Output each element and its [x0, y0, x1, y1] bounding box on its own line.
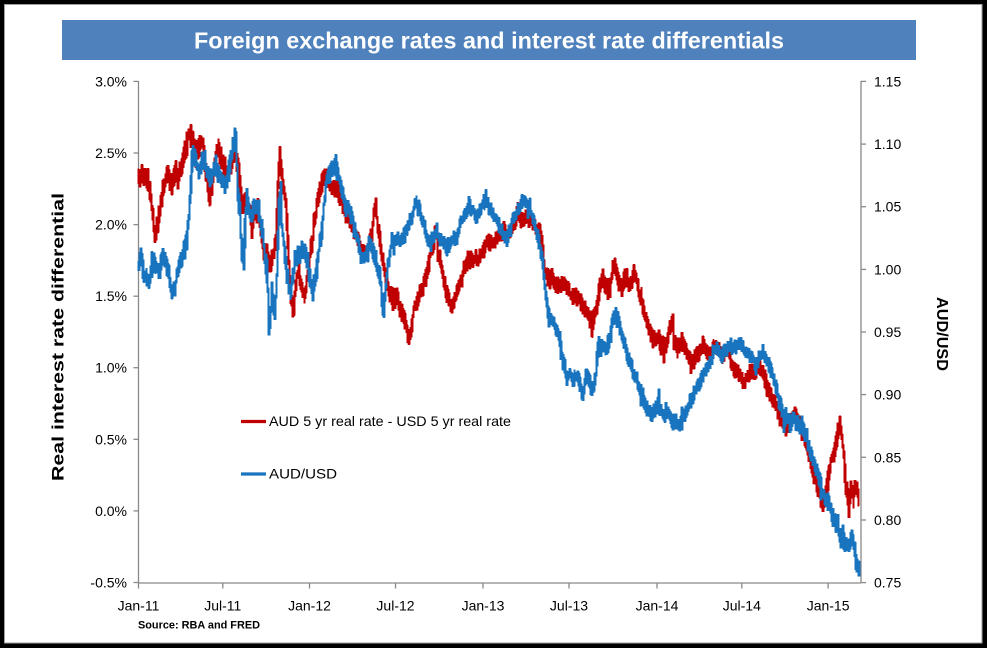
svg-text:1.15: 1.15: [874, 73, 901, 89]
svg-text:0.0%: 0.0%: [95, 503, 127, 519]
svg-text:Jan-14: Jan-14: [636, 598, 679, 614]
svg-text:1.0%: 1.0%: [95, 360, 127, 376]
svg-text:Jul-12: Jul-12: [376, 598, 414, 614]
svg-text:0.75: 0.75: [874, 575, 901, 591]
svg-text:1.10: 1.10: [874, 136, 901, 152]
svg-text:Jul-14: Jul-14: [723, 598, 761, 614]
svg-text:Real interest rate differentia: Real interest rate differential: [49, 193, 68, 481]
svg-text:Jul-11: Jul-11: [204, 598, 241, 614]
svg-text:Jan-13: Jan-13: [462, 598, 505, 614]
svg-text:2.0%: 2.0%: [95, 217, 127, 233]
svg-text:AUD 5 yr real rate - USD 5 yr: AUD 5 yr real rate - USD 5 yr real rate: [269, 413, 511, 429]
svg-text:0.80: 0.80: [874, 512, 901, 528]
svg-text:0.95: 0.95: [874, 324, 901, 340]
svg-text:1.05: 1.05: [874, 199, 901, 215]
svg-text:Jul-13: Jul-13: [550, 598, 588, 614]
svg-text:0.90: 0.90: [874, 387, 901, 403]
svg-text:1.00: 1.00: [874, 261, 901, 277]
svg-text:AUD/USD: AUD/USD: [933, 297, 950, 371]
svg-text:Jan-12: Jan-12: [288, 598, 331, 614]
svg-text:Foreign exchange rates and int: Foreign exchange rates and interest rate…: [194, 28, 784, 54]
svg-text:-0.5%: -0.5%: [90, 575, 127, 591]
svg-text:Source: RBA and FRED: Source: RBA and FRED: [138, 620, 260, 632]
svg-text:1.5%: 1.5%: [95, 288, 127, 304]
svg-text:0.85: 0.85: [874, 449, 901, 465]
svg-text:Jan-11: Jan-11: [118, 598, 160, 614]
svg-text:AUD/USD: AUD/USD: [269, 466, 337, 482]
svg-text:2.5%: 2.5%: [95, 145, 127, 161]
svg-text:0.5%: 0.5%: [95, 431, 127, 447]
svg-text:3.0%: 3.0%: [95, 73, 127, 89]
svg-text:Jan-15: Jan-15: [807, 598, 850, 614]
